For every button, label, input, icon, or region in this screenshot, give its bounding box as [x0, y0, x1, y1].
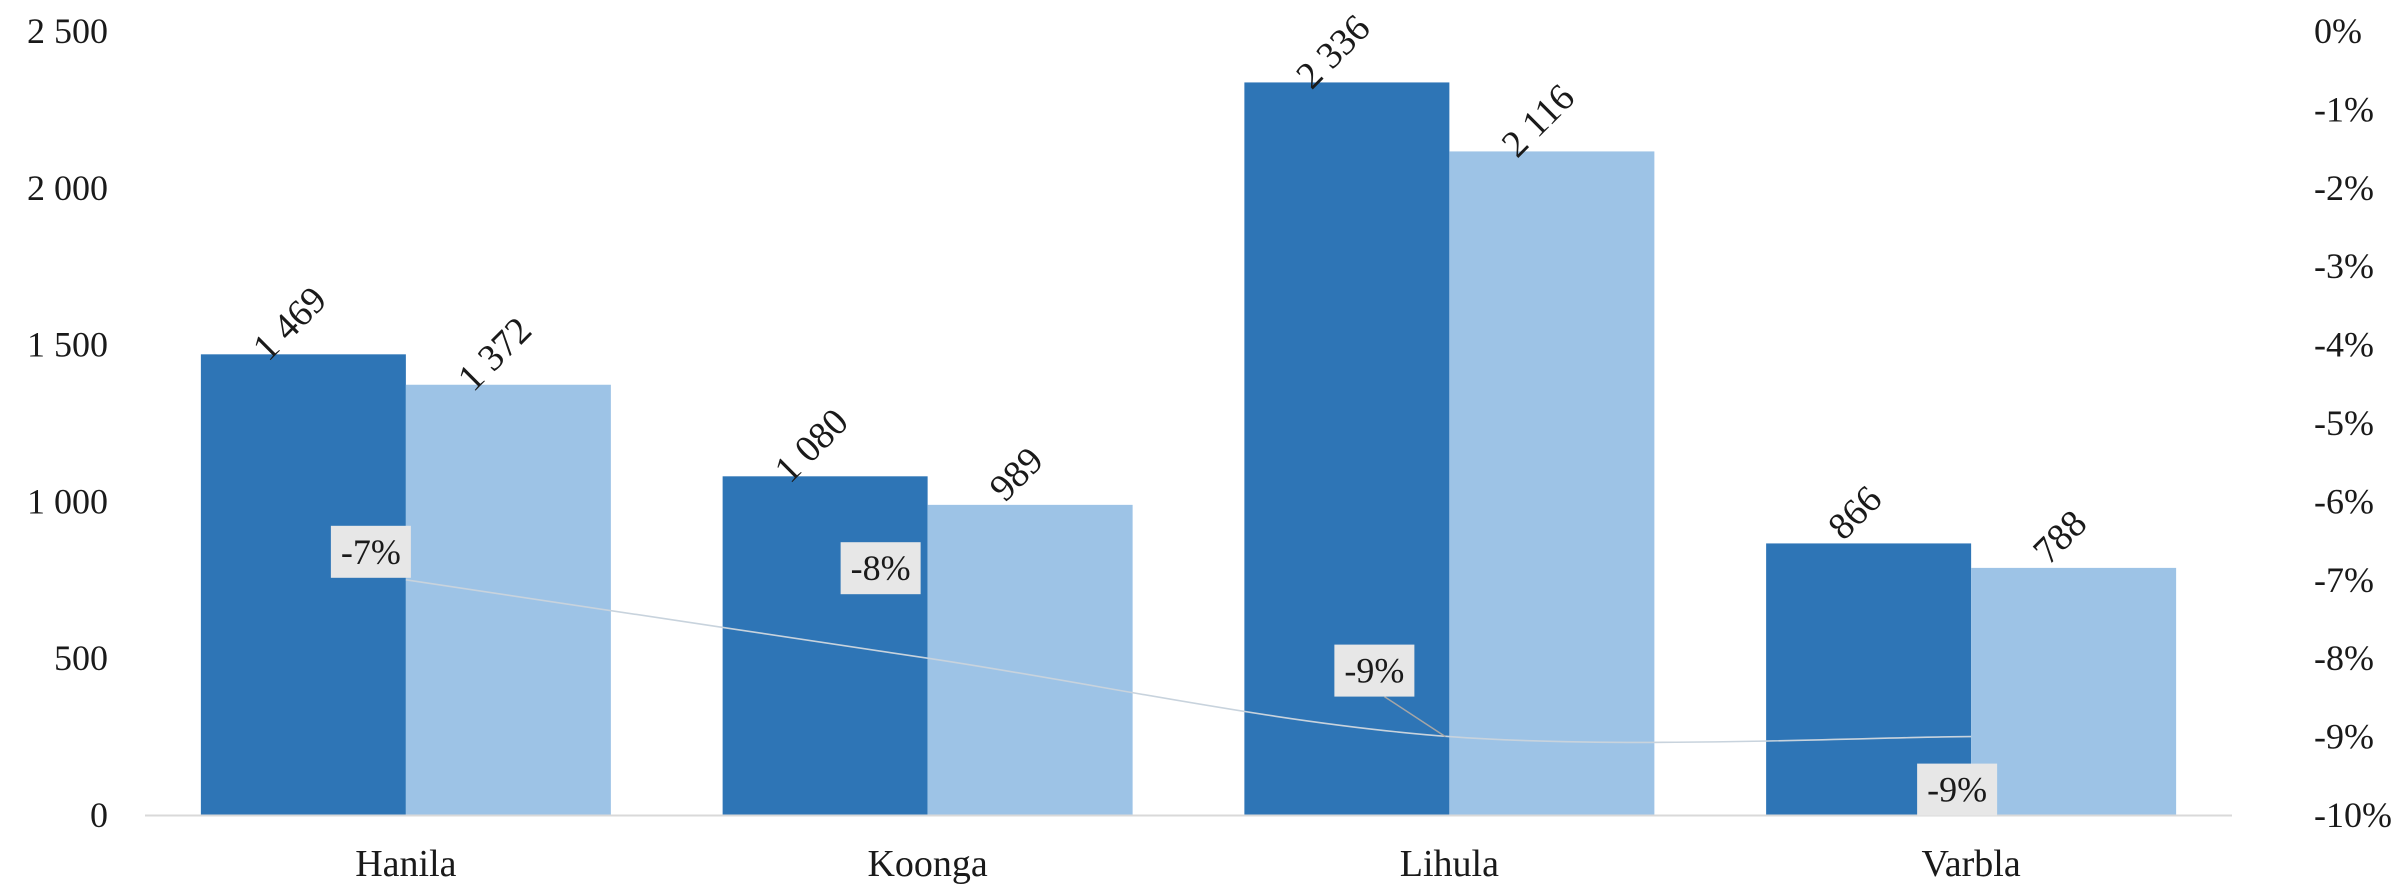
- y-tick-label: 0: [90, 795, 108, 835]
- y-tick-label: 500: [54, 638, 108, 678]
- bar: [405, 384, 611, 815]
- category-label: Koonga: [867, 843, 987, 885]
- bars-layer: [200, 82, 2177, 816]
- bar: [1244, 82, 1450, 815]
- category-label: Hanila: [355, 843, 456, 885]
- change-label: -7%: [341, 532, 401, 572]
- y-tick-label: 1 500: [27, 325, 108, 365]
- y2-tick-label: -8%: [2314, 638, 2374, 678]
- bar-value-label: 866: [1820, 478, 1890, 548]
- change-label: -8%: [851, 548, 911, 588]
- y2-tick-label: -9%: [2314, 717, 2374, 757]
- bar: [200, 354, 406, 815]
- y2-tick-label: -10%: [2314, 795, 2392, 835]
- change-label: -9%: [1927, 770, 1987, 810]
- change-label-box: [840, 542, 921, 595]
- y-tick-label: 2 000: [27, 168, 108, 208]
- change-label-box: [1917, 763, 1998, 816]
- change-label-box: [330, 525, 411, 578]
- y2-tick-label: 0%: [2314, 11, 2362, 51]
- bar: [1971, 567, 2177, 815]
- change-label-leader: [1383, 695, 1446, 738]
- axis-layer: 0 500 1 000 1 500 2 000 2 500 -10% -9% -8% -7% -6%…: [27, 11, 2392, 885]
- bar: [722, 476, 928, 815]
- bar-value-label: 788: [2025, 502, 2095, 572]
- y2-tick-label: -4%: [2314, 325, 2374, 365]
- category-label: Varbla: [1922, 843, 2021, 885]
- y2-tick-label: -1%: [2314, 89, 2374, 129]
- change-label-box: [1334, 644, 1415, 697]
- change-line: [405, 579, 1972, 744]
- y2-tick-label: -3%: [2314, 246, 2374, 286]
- y2-tick-label: -5%: [2314, 403, 2374, 443]
- y2-tick-label: -7%: [2314, 560, 2374, 600]
- change-line-layer: [405, 579, 1972, 744]
- y2-tick-label: -2%: [2314, 168, 2374, 208]
- bar-value-label: 989: [982, 439, 1052, 509]
- category-label: Lihula: [1400, 843, 1499, 885]
- y-tick-label: 2 500: [27, 11, 108, 51]
- bar: [927, 504, 1133, 815]
- y-tick-label: 1 000: [27, 481, 108, 521]
- bar: [1449, 151, 1655, 816]
- change-label: -9%: [1344, 651, 1404, 691]
- y2-tick-label: -6%: [2314, 481, 2374, 521]
